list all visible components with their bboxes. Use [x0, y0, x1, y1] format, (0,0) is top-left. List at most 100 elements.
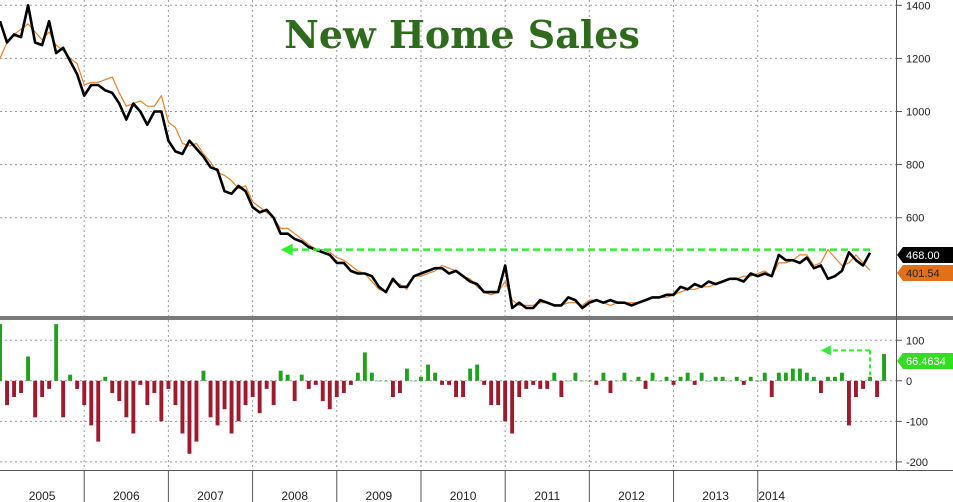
bar [75, 380, 80, 389]
year-label: 2008 [281, 489, 308, 502]
panel-separator [0, 316, 953, 320]
chart-title: New Home Sales [284, 12, 640, 57]
bar [201, 370, 206, 381]
year-label: 2011 [534, 489, 560, 502]
bar [236, 380, 241, 422]
bar [650, 372, 655, 381]
x-axis-year-labels: 2005 2006 2007 2008 2009 2010 2011 2012 2013 2014 [29, 470, 785, 502]
bar [769, 380, 774, 397]
last-value-flag-sales: 468.00 [897, 247, 953, 263]
bar [594, 380, 599, 385]
bar [468, 368, 473, 381]
bar [124, 380, 129, 418]
bar [503, 380, 508, 422]
bar [257, 380, 262, 414]
bar [531, 380, 536, 385]
series-line-sales [0, 4, 872, 310]
bar [762, 372, 767, 381]
bar [376, 380, 381, 382]
bar [875, 380, 879, 397]
bar [138, 380, 143, 385]
bar [538, 380, 543, 389]
bar [629, 380, 634, 382]
bar [524, 380, 529, 389]
bar [19, 380, 23, 393]
bar [131, 380, 136, 434]
year-label: 2005 [29, 489, 56, 502]
bar [454, 380, 458, 397]
last-value-flag-sales-text: 468.00 [906, 250, 940, 262]
top-y-axis-ticks: 600 800 1000 1200 1400 [896, 0, 930, 225]
bar [40, 380, 45, 397]
bar [636, 376, 641, 381]
bar [854, 380, 858, 397]
bar [243, 380, 248, 406]
year-label: 2006 [113, 489, 140, 502]
bar [496, 380, 501, 406]
bar [720, 376, 725, 381]
bar [82, 380, 87, 406]
last-value-flags: 468.00 401.54 66.4634 [897, 247, 953, 369]
bar [285, 374, 290, 381]
bar [664, 376, 669, 381]
bar [440, 380, 444, 385]
bar [208, 380, 213, 418]
reference-arrows [280, 243, 871, 377]
bar [748, 376, 753, 381]
y-tick-label: 800 [906, 160, 924, 172]
bar [741, 380, 746, 385]
bar [194, 380, 199, 442]
bar [840, 372, 844, 381]
bar [229, 380, 234, 434]
bar [566, 380, 571, 382]
bar [117, 380, 122, 402]
bar [545, 380, 550, 389]
year-label: 2014 [758, 489, 785, 502]
bar [826, 376, 830, 381]
bar [819, 380, 823, 393]
bar [776, 372, 781, 381]
y-tick-label: 0 [906, 376, 912, 388]
y-tick-label: 100 [906, 335, 924, 347]
bar [601, 372, 606, 381]
last-value-flag-secondary-box [897, 265, 953, 281]
last-value-flag-bar: 66.4634 [897, 353, 953, 369]
bar [152, 380, 157, 393]
bar [622, 372, 627, 381]
bar [187, 380, 192, 454]
bar [657, 380, 662, 382]
reference-arrowhead-bottom [820, 345, 831, 356]
reference-arrowhead-top [280, 243, 293, 256]
y-tick-label: -200 [906, 457, 928, 469]
bar [412, 380, 416, 382]
bar [461, 380, 465, 397]
bar [68, 374, 73, 381]
bar [96, 380, 101, 442]
top-panel-grid [0, 0, 896, 316]
bar [552, 372, 557, 381]
bar [26, 356, 30, 381]
bar [215, 380, 220, 426]
bar [882, 353, 886, 381]
bar [861, 380, 865, 389]
bar [447, 380, 451, 385]
bar [608, 380, 613, 393]
bar [5, 380, 9, 406]
bar [559, 380, 564, 397]
top-panel-background [0, 0, 896, 318]
bar [33, 380, 38, 418]
bar [727, 380, 732, 382]
bar [734, 376, 739, 381]
bar [797, 368, 802, 381]
bar [573, 372, 578, 381]
bar [811, 376, 816, 381]
bar [833, 376, 837, 381]
bar [713, 376, 718, 381]
y-tick-label: 1000 [906, 107, 930, 119]
bar [783, 372, 788, 381]
bar [54, 324, 59, 381]
last-value-flag-secondary-text: 401.54 [906, 268, 940, 280]
bar [250, 380, 255, 397]
y-tick-label: 1200 [906, 53, 930, 65]
